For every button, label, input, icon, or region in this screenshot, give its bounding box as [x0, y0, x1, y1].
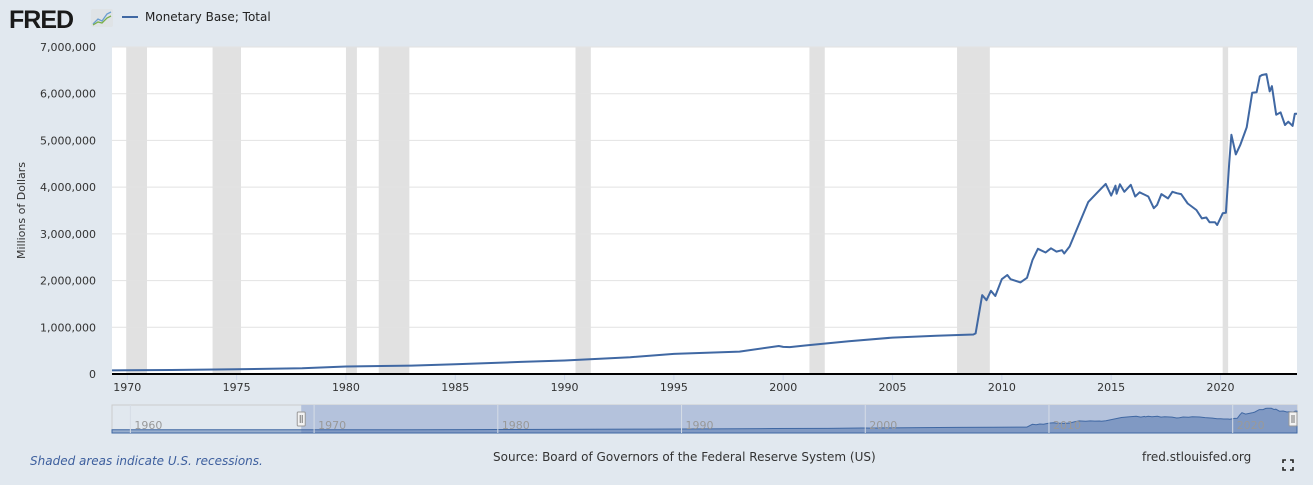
recession-band: [957, 47, 990, 374]
x-tick-label: 1995: [660, 381, 688, 394]
navigator-handle-left[interactable]: [296, 411, 306, 427]
legend-item[interactable]: Monetary Base; Total: [122, 10, 271, 24]
x-tick-label: 1970: [113, 381, 141, 394]
y-tick-label: 6,000,000: [40, 88, 96, 101]
y-tick-label: 0: [89, 368, 96, 381]
navigator-label: 1960: [134, 419, 162, 432]
plot-background: [112, 47, 1297, 374]
recession-note: Shaded areas indicate U.S. recessions.: [30, 454, 263, 468]
y-tick-label: 2,000,000: [40, 275, 96, 288]
y-tick-label: 3,000,000: [40, 228, 96, 241]
source-text: Source: Board of Governors of the Federa…: [493, 450, 876, 464]
recession-band: [126, 47, 147, 374]
x-tick-label: 2015: [1097, 381, 1125, 394]
recession-band: [575, 47, 591, 374]
legend-swatch: [122, 16, 138, 18]
x-tick-label: 1980: [332, 381, 360, 394]
y-tick-label: 5,000,000: [40, 134, 96, 147]
y-tick-label: 7,000,000: [40, 41, 96, 54]
y-axis-title: Millions of Dollars: [15, 162, 28, 259]
x-tick-label: 2000: [769, 381, 797, 394]
y-tick-label: 1,000,000: [40, 321, 96, 334]
navigator-handle-right[interactable]: [1288, 411, 1298, 427]
recession-band: [345, 47, 357, 374]
recession-band: [212, 47, 241, 374]
recession-band: [378, 47, 410, 374]
x-tick-label: 2020: [1206, 381, 1234, 394]
x-tick-label: 2010: [988, 381, 1016, 394]
navigator-label: 1990: [686, 419, 714, 432]
series-line: [111, 73, 1297, 372]
navigator-label: 2020: [1237, 419, 1265, 432]
fullscreen-icon[interactable]: [1282, 456, 1294, 471]
x-tick-label: 2005: [879, 381, 907, 394]
navigator-series: [111, 407, 1298, 434]
navigator-label: 1980: [502, 419, 530, 432]
recession-band: [809, 47, 825, 374]
navigator-label: 2000: [869, 419, 897, 432]
navigator-label: 2010: [1053, 419, 1081, 432]
legend-label: Monetary Base; Total: [145, 10, 271, 24]
x-tick-label: 1985: [441, 381, 469, 394]
y-tick-label: 4,000,000: [40, 181, 96, 194]
fred-logo[interactable]: FRED: [9, 6, 74, 34]
fred-chart-icon: [91, 9, 113, 27]
x-tick-label: 1990: [551, 381, 579, 394]
x-tick-label: 1975: [223, 381, 251, 394]
fred-url-link[interactable]: fred.stlouisfed.org: [1142, 450, 1252, 464]
navigator-label: 1970: [318, 419, 346, 432]
chart-area[interactable]: 0 1,000,000 2,000,000 3,000,000 4,000,000 5,0…: [0, 0, 1313, 445]
